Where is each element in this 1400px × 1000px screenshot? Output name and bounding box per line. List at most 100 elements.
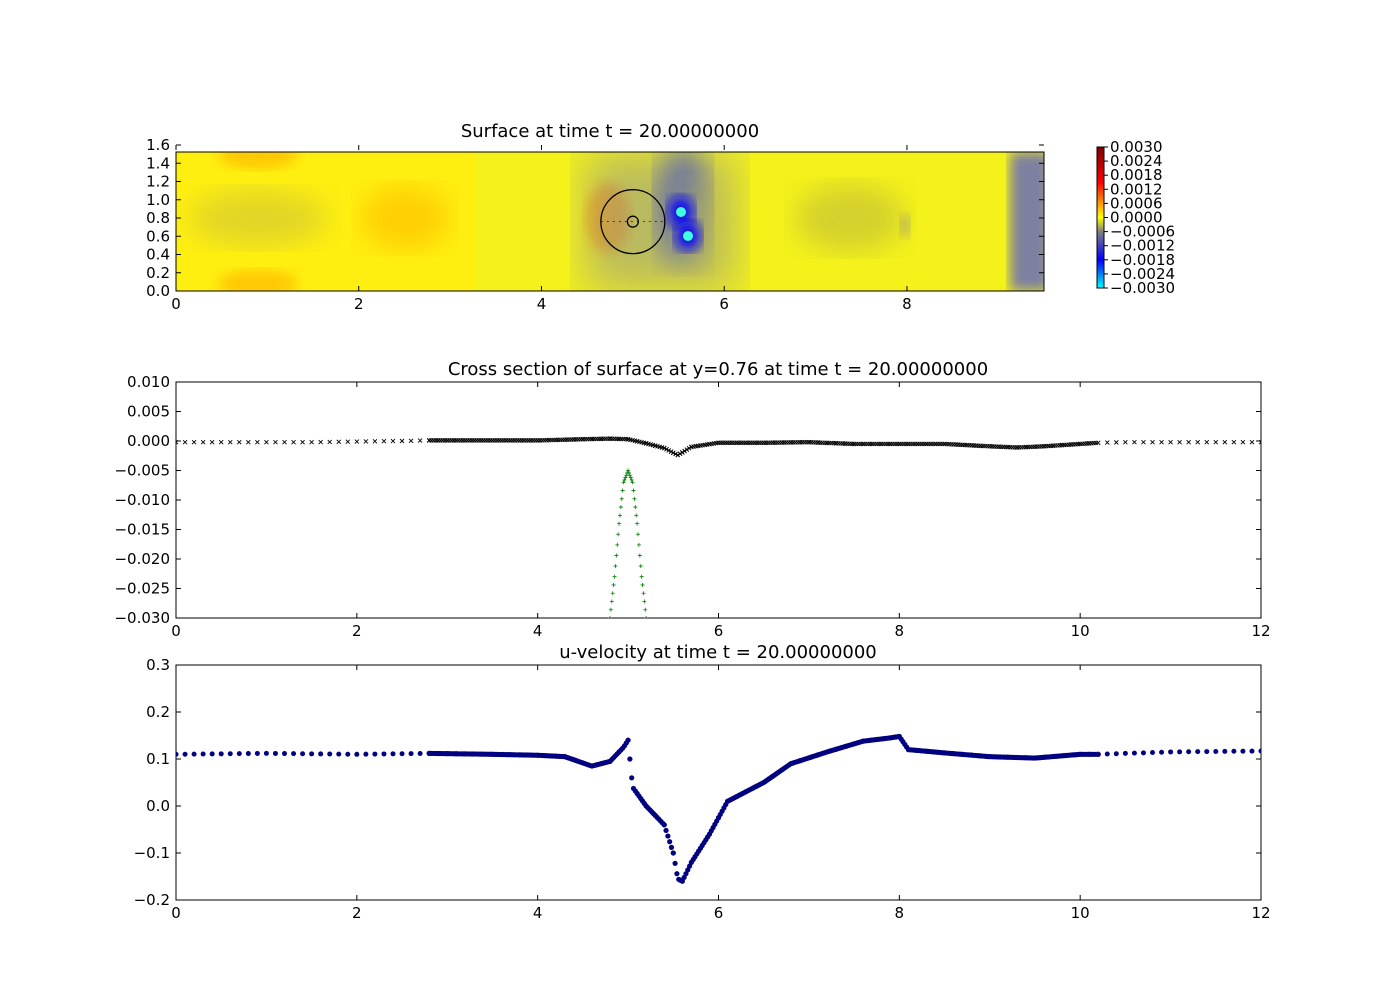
u-velocity-dot xyxy=(1159,749,1165,755)
surface-field xyxy=(176,152,1044,291)
u-velocity-dot xyxy=(667,839,673,845)
surface-cross-marker xyxy=(1123,439,1128,445)
y-tick-label: 0.0 xyxy=(146,282,170,300)
x-tick-label: 8 xyxy=(895,622,905,640)
bottom-plus-marker xyxy=(633,505,638,510)
surface-title: Surface at time t = 20.00000000 xyxy=(461,121,759,142)
trough-marker xyxy=(683,231,693,241)
u-velocity-dot xyxy=(291,751,297,757)
u-velocity-dot xyxy=(282,751,287,757)
x-tick-label: 2 xyxy=(354,295,364,313)
u-velocity-dot xyxy=(417,750,423,756)
x-tick-label: 4 xyxy=(537,295,547,313)
u-velocity-dot xyxy=(1195,749,1201,755)
y-tick-label: 1.2 xyxy=(146,173,170,191)
u-velocity-dot xyxy=(176,751,179,757)
y-tick-label: 0.010 xyxy=(127,373,170,391)
surface-cross-marker xyxy=(1222,439,1228,445)
surface-cross-marker xyxy=(372,439,378,444)
surface-cross-marker xyxy=(200,439,206,445)
bottom-plus-marker xyxy=(638,564,643,569)
colorbar-tick-label: 0.0024 xyxy=(1110,152,1163,170)
colorbar-ticks: 0.00300.00240.00180.00120.00060.0000−0.0… xyxy=(1104,138,1175,297)
surface-cross-marker xyxy=(686,445,692,451)
surface-heatmap-panel: Surface at time t = 20.00000000 0 2 4 6 8 0.0… xyxy=(146,121,1175,313)
colorbar-tick-label: −0.0012 xyxy=(1110,237,1175,255)
bottom-plus-marker xyxy=(617,513,622,518)
bottom-plus-marker xyxy=(621,480,626,485)
y-tick-label: −0.020 xyxy=(114,550,170,568)
surface-cross-marker xyxy=(679,450,685,455)
bottom-plus-marker xyxy=(641,591,646,596)
u-velocity-dot xyxy=(227,751,233,757)
y-tick-label: 0.8 xyxy=(146,209,170,227)
bottom-plus-marker xyxy=(622,477,627,482)
surface-cross-marker xyxy=(246,439,251,445)
bottom-plus-marker xyxy=(611,582,616,587)
u-velocity-dot xyxy=(245,751,251,757)
u-velocity-dot xyxy=(309,751,315,757)
x-tick-label: 2 xyxy=(352,622,362,640)
bottom-plus-marker xyxy=(614,553,619,558)
u-velocity-dot xyxy=(254,750,260,756)
surface-cross-marker xyxy=(255,439,260,445)
surface-cross-marker xyxy=(227,439,233,445)
x-tick-label: 4 xyxy=(533,622,543,640)
colorbar-tick-label: 0.0018 xyxy=(1110,166,1163,184)
bottom-plus-marker xyxy=(629,477,634,482)
y-tick-label: −0.025 xyxy=(114,580,170,598)
x-tick-label: 6 xyxy=(714,622,724,640)
y-tick-label: −0.1 xyxy=(134,844,170,862)
surface-cross-marker xyxy=(191,439,197,445)
surface-cross-marker xyxy=(363,439,369,444)
colorbar-tick-label: 0.0000 xyxy=(1110,209,1163,227)
y-tick-label: −0.015 xyxy=(114,521,170,539)
surface-cross-marker xyxy=(282,439,287,445)
surface-cross-marker xyxy=(182,439,188,445)
bottom-plus-marker xyxy=(642,599,647,604)
bottom-plus-marker xyxy=(624,473,629,478)
u-velocity-dot xyxy=(1258,748,1261,754)
surface-cross-marker xyxy=(408,438,414,444)
u-velocity-title: u-velocity at time t = 20.00000000 xyxy=(559,642,877,663)
u-velocity-dot xyxy=(1150,750,1155,756)
u-velocity-dot xyxy=(625,737,631,743)
cross-section-axes: 0 2 4 6 8 10 12 0.010 0.005 0.000 −0.005 −0.010 −0.0… xyxy=(114,373,1270,640)
surface-cross-marker xyxy=(664,446,669,452)
colorbar-tick-label: −0.0024 xyxy=(1110,265,1175,283)
x-tick-label: 0 xyxy=(171,622,181,640)
surface-cross-marker xyxy=(236,439,242,445)
u-velocity-dot xyxy=(1249,748,1255,754)
surface-cross-marker xyxy=(1114,440,1119,445)
surface-cross-marker xyxy=(1231,439,1237,445)
surface-axes: 0 2 4 6 8 0.00.20.40.60.81.01.21.41.6 xyxy=(146,136,1044,313)
surface-cross-marker xyxy=(1213,439,1219,445)
u-velocity-dot xyxy=(272,750,278,756)
bottom-plus-marker xyxy=(630,480,635,485)
surface-cross-marker xyxy=(661,445,667,451)
surface-cross-marker xyxy=(399,438,405,444)
y-tick-label: 1.6 xyxy=(146,136,170,154)
bottom-plus-marker xyxy=(612,574,617,579)
surface-cross-marker xyxy=(666,448,672,453)
u-velocity-dot xyxy=(1222,748,1228,754)
bottom-plus-marker xyxy=(631,488,636,493)
surface-cross-marker xyxy=(336,439,342,445)
colorbar-tick-label: −0.0030 xyxy=(1110,279,1175,297)
bottom-plus-marker xyxy=(626,470,631,475)
bottom-plus-marker xyxy=(626,468,631,473)
u-velocity-dot xyxy=(336,751,342,757)
u-velocity-dot xyxy=(354,751,360,757)
x-tick-label: 8 xyxy=(895,904,905,922)
colorbar-tick-label: 0.0012 xyxy=(1110,180,1163,198)
y-tick-label: 0.2 xyxy=(146,703,170,721)
y-tick-label: 0.4 xyxy=(146,246,170,264)
u-velocity-dot xyxy=(668,844,675,850)
cross-section-panel: Cross section of surface at y=0.76 at ti… xyxy=(114,359,1270,640)
u-velocity-dot xyxy=(1231,748,1237,754)
bottom-plus-marker xyxy=(609,599,614,604)
bottom-plus-marker xyxy=(636,542,641,547)
y-tick-label: 1.4 xyxy=(146,154,170,172)
bottom-plus-marker xyxy=(639,574,644,579)
